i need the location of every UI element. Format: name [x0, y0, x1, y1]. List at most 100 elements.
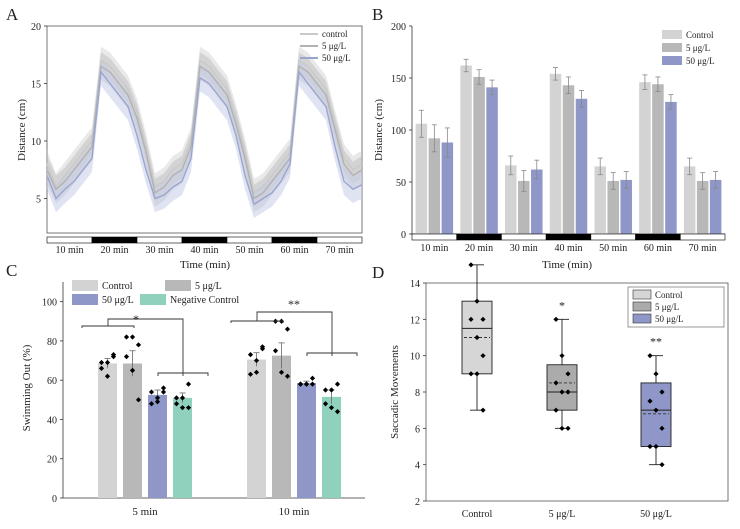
panel-b-bar-0 — [505, 165, 517, 234]
panel-b-xtick-label: 20 min — [465, 243, 493, 254]
panel-d-ytick-label: 8 — [415, 388, 420, 399]
panel-b-legend-5: 5 μg/L — [686, 43, 710, 53]
panel-a-time-segment — [181, 236, 228, 244]
panel-c-xtick-label: 10 min — [279, 506, 310, 518]
panel-d-legend-swatch-50 — [632, 313, 652, 324]
panel-c-datapoint — [303, 381, 310, 387]
panel-b-bar-0 — [460, 65, 472, 235]
panel-a-line-2 — [46, 70, 363, 206]
panel-c-legend-swatch-control — [72, 280, 98, 291]
panel-c-datapoint — [297, 381, 304, 387]
panel-a-time-segment — [91, 236, 138, 244]
panel-b-bar-0 — [639, 82, 651, 234]
panel-c-datapoint — [247, 371, 254, 377]
panel-d-ytick-label: 6 — [415, 424, 420, 435]
panel-b-bar-1 — [652, 84, 664, 235]
panel-d-datapoint — [565, 371, 571, 377]
panel-a-frame — [46, 25, 363, 234]
panel-c-datapoint — [135, 342, 142, 348]
panel-c-datapoint — [284, 326, 291, 332]
panel-d-box-2 — [640, 382, 672, 447]
panel-d-datapoint — [559, 425, 565, 431]
panel-a-legend-control: control — [322, 29, 348, 39]
panel-d-sig-label: ** — [650, 335, 662, 349]
panel-b-bar-1 — [607, 180, 619, 234]
panel-d-datapoint — [480, 407, 486, 413]
panel-c-datapoint — [148, 401, 155, 407]
panel-d-datapoint — [553, 380, 559, 386]
panel-c-sig-5min: * — [133, 312, 139, 326]
panel-b-bar-2 — [531, 169, 543, 234]
panel-d-legend-swatch-control — [632, 289, 652, 300]
panel-a-time-label: 60 min — [280, 245, 308, 256]
panel-d-datapoint — [653, 371, 659, 377]
panel-a-time-label: 20 min — [100, 245, 128, 256]
panel-b-bar-1 — [562, 85, 575, 234]
panel-c-datapoint — [154, 395, 161, 401]
panel-c-bar-0 — [247, 359, 266, 498]
panel-c-datapoint — [259, 344, 266, 350]
panel-b-bar-2 — [486, 87, 498, 234]
panel-d-datapoint — [659, 389, 665, 395]
panel-b-xtick-label: 40 min — [554, 243, 582, 254]
panel-d-legend-swatch-5 — [632, 301, 652, 312]
panel-c-bar-1 — [123, 363, 142, 498]
panel-c-ytick-label: 40 — [47, 415, 57, 426]
panel-c-ytick-label: 80 — [47, 337, 57, 348]
panel-c-bar-2 — [297, 383, 316, 498]
panel-c-datapoint — [179, 405, 186, 411]
panel-c-bar-chart: 5 min 10 min 0 20 40 60 80 100 Swimming Out (%… — [21, 280, 365, 518]
panel-c-bar-0 — [98, 363, 117, 498]
panel-b-bar-2 — [665, 101, 677, 234]
panel-d-datapoint — [553, 407, 559, 413]
panel-c-sig-10min: ** — [288, 297, 300, 311]
panel-b-bar-2 — [575, 98, 588, 234]
panel-b-xtick-label: 10 min — [420, 243, 448, 254]
panel-b-bar-0 — [415, 123, 428, 234]
panel-b-xtick-label: 50 min — [599, 243, 627, 254]
panel-d-datapoint — [480, 316, 486, 322]
panel-d-datapoint — [565, 389, 571, 395]
panel-c-legend-swatch-5 — [165, 280, 191, 291]
panel-b-bar-chart: 0 50 100 150 200 10 min 20 min 30 min 40 min 50 … — [373, 22, 726, 271]
panel-c-datapoint — [185, 381, 192, 387]
panel-c-ytick-label: 60 — [47, 376, 57, 387]
panel-c-datapoint — [154, 399, 161, 405]
panel-c-legend-swatch-50 — [72, 294, 98, 305]
panel-c-ytick-label: 20 — [47, 455, 57, 466]
panel-b-time-segment — [635, 233, 681, 241]
panel-c-legend-swatch-neg — [140, 294, 166, 305]
panel-a-ytick-label: 20 — [31, 22, 41, 33]
panel-c-datapoint — [328, 405, 335, 411]
panel-b-bar-1 — [428, 138, 441, 234]
panel-d-datapoint — [659, 462, 665, 468]
panel-b-xtick-label: 70 min — [689, 243, 717, 254]
panel-c-ytick-label: 100 — [42, 298, 57, 309]
panel-d-box-1 — [546, 364, 578, 411]
panel-b-time-segment — [679, 233, 726, 241]
panel-c-bar-3 — [173, 397, 192, 498]
panel-letter-b: B — [372, 5, 383, 24]
panel-a-time-label: 70 min — [325, 245, 353, 256]
panel-d-xtick-label: 50 μg/L — [640, 509, 672, 520]
panel-d-datapoint — [659, 425, 665, 431]
panel-d-datapoint — [653, 443, 659, 450]
panel-b-bar-2 — [441, 142, 454, 234]
panel-b-ytick-label: 100 — [391, 126, 406, 137]
panel-c-datapoint — [272, 348, 279, 354]
panel-a-time-label: 10 min — [55, 245, 83, 256]
panel-c-xtick-label: 5 min — [132, 506, 158, 518]
panel-c-datapoint — [328, 387, 335, 393]
panel-b-legend-swatch-control — [662, 30, 682, 39]
panel-b-ytick-label: 0 — [401, 230, 406, 241]
panel-d-datapoint — [647, 398, 653, 404]
panel-d-xtick-label: Control — [462, 509, 493, 520]
panel-c-datapoint — [309, 381, 316, 387]
panel-c-datapoint — [322, 401, 329, 407]
panel-c-datapoint — [135, 397, 142, 403]
panel-b-time-segment — [501, 233, 547, 241]
panel-d-datapoint — [653, 407, 659, 413]
panel-c-datapoint — [98, 365, 105, 371]
panel-d-datapoint — [474, 298, 480, 304]
